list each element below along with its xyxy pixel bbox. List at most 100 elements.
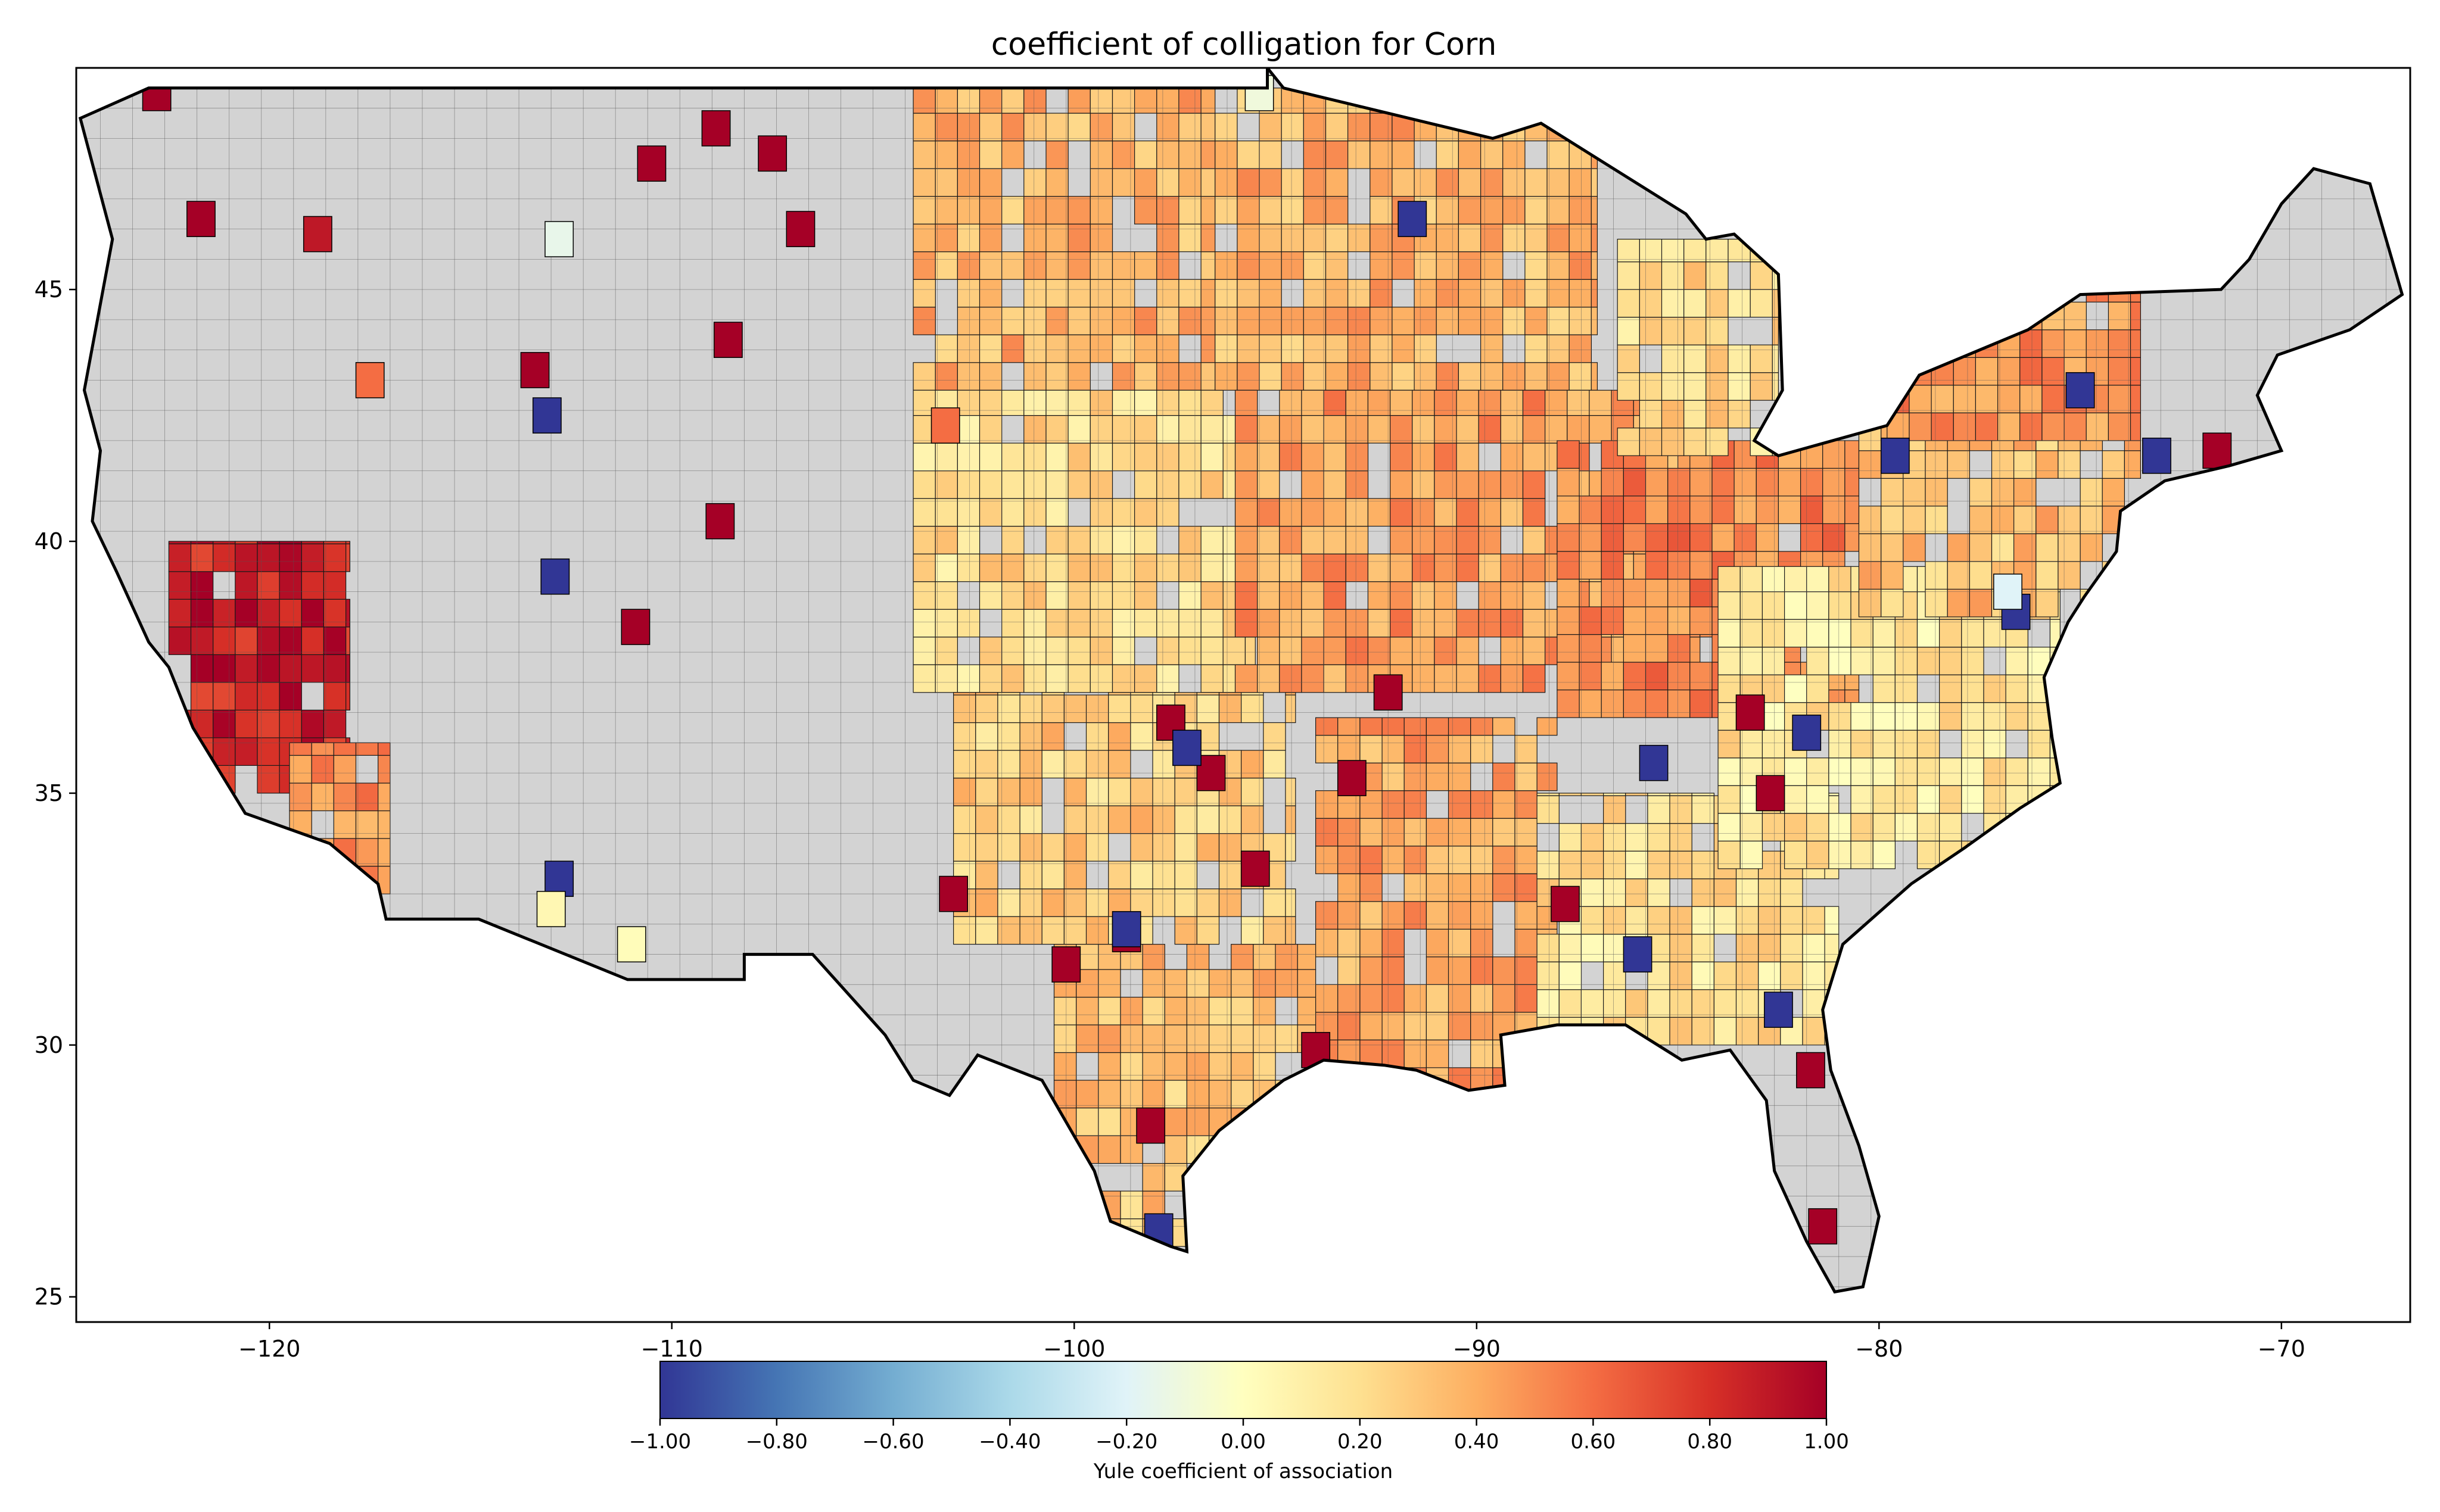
county-cell bbox=[1019, 694, 1042, 724]
highlight-county bbox=[701, 110, 731, 146]
county-cell bbox=[1392, 168, 1415, 197]
county-cell bbox=[1381, 762, 1405, 791]
highlight-county bbox=[1756, 775, 1785, 812]
county-cell bbox=[1315, 735, 1339, 763]
county-cell bbox=[1068, 334, 1091, 363]
county-cell bbox=[1739, 619, 1763, 648]
county-cell bbox=[1903, 478, 1926, 507]
county-cell bbox=[1259, 113, 1282, 142]
county-cell bbox=[1367, 609, 1391, 638]
county-cell bbox=[1802, 989, 1825, 1018]
county-cell bbox=[1806, 591, 1829, 620]
county-cell bbox=[1705, 289, 1729, 318]
county-cell bbox=[168, 541, 192, 544]
county-cell bbox=[1196, 916, 1220, 945]
county-cell bbox=[1359, 735, 1383, 763]
county-cell bbox=[1916, 813, 1940, 841]
county-cell bbox=[333, 755, 357, 784]
county-cell bbox=[1231, 944, 1254, 970]
county-cell bbox=[1196, 888, 1220, 917]
county-cell bbox=[257, 682, 280, 711]
county-cell bbox=[1134, 251, 1157, 280]
county-cell bbox=[1196, 805, 1220, 834]
county-cell bbox=[1023, 498, 1047, 527]
county-cell bbox=[1090, 664, 1113, 693]
county-cell bbox=[913, 470, 936, 499]
county-cell bbox=[1367, 581, 1391, 610]
county-cell bbox=[935, 498, 958, 527]
county-cell bbox=[2013, 533, 2037, 562]
county-cell bbox=[1717, 591, 1741, 620]
county-cell bbox=[1215, 362, 1238, 391]
county-cell bbox=[1931, 385, 1954, 413]
county-cell bbox=[1301, 609, 1324, 638]
county-cell bbox=[1470, 901, 1493, 930]
county-cell bbox=[1098, 1052, 1121, 1081]
county-cell bbox=[1325, 362, 1349, 391]
county-cell bbox=[1023, 251, 1047, 280]
county-cell bbox=[1661, 344, 1685, 373]
county-cell bbox=[1200, 196, 1216, 225]
county-cell bbox=[301, 571, 325, 600]
county-cell bbox=[935, 553, 958, 582]
county-cell bbox=[1872, 702, 1896, 731]
county-cell bbox=[1500, 581, 1524, 610]
county-cell bbox=[1112, 251, 1135, 280]
county-cell bbox=[1323, 470, 1346, 499]
county-cell bbox=[301, 543, 325, 572]
county-cell bbox=[1850, 813, 1873, 841]
county-cell bbox=[1828, 702, 1851, 731]
county-cell bbox=[1925, 506, 1948, 534]
county-cell bbox=[1623, 523, 1647, 552]
highlight-county bbox=[303, 216, 332, 252]
county-cell bbox=[323, 654, 347, 683]
county-cell bbox=[1367, 637, 1391, 665]
county-cell bbox=[2013, 450, 2037, 479]
county-cell bbox=[311, 742, 335, 756]
county-cell bbox=[1844, 495, 1860, 525]
county-cell bbox=[1090, 581, 1113, 610]
county-cell bbox=[1758, 934, 1781, 962]
county-cell bbox=[1325, 307, 1349, 335]
county-cell bbox=[323, 626, 347, 655]
county-cell bbox=[1492, 790, 1515, 819]
county-cell bbox=[1412, 553, 1435, 582]
county-cell bbox=[1090, 637, 1113, 665]
county-cell bbox=[235, 571, 258, 600]
county-cell bbox=[1546, 362, 1570, 391]
county-cell bbox=[1164, 1024, 1188, 1053]
county-cell bbox=[1448, 928, 1471, 958]
county-cell bbox=[1524, 279, 1548, 308]
county-cell bbox=[1112, 88, 1135, 114]
county-cell bbox=[1735, 961, 1759, 990]
colorbar-tick-label: 1.00 bbox=[1804, 1430, 1849, 1454]
region-central-plains bbox=[913, 389, 1256, 693]
highlight-layer bbox=[142, 74, 2232, 1250]
county-cell bbox=[1806, 840, 1829, 869]
county-cell bbox=[1858, 506, 1882, 534]
county-cell bbox=[1178, 88, 1202, 114]
county-cell bbox=[1705, 400, 1729, 429]
county-cell bbox=[1426, 928, 1449, 958]
county-cell bbox=[913, 88, 936, 114]
county-cell bbox=[1617, 317, 1640, 345]
county-cell bbox=[1367, 498, 1391, 527]
county-cell bbox=[1370, 141, 1393, 169]
county-cell bbox=[1367, 553, 1391, 582]
county-cell bbox=[1806, 757, 1829, 786]
county-cell bbox=[1301, 442, 1324, 472]
county-cell bbox=[913, 498, 936, 527]
county-cell bbox=[1218, 694, 1242, 724]
region-michigan bbox=[1617, 239, 1779, 456]
county-cell bbox=[1822, 440, 1845, 469]
county-cell bbox=[1301, 526, 1324, 554]
county-cell bbox=[1414, 251, 1437, 280]
county-cell bbox=[213, 598, 236, 628]
county-cell bbox=[1579, 634, 1602, 663]
county-cell bbox=[1134, 196, 1157, 225]
county-cell bbox=[1244, 637, 1256, 665]
county-cell bbox=[1947, 561, 1970, 590]
county-cell bbox=[1112, 637, 1135, 665]
county-cell bbox=[1134, 664, 1157, 693]
county-cell bbox=[1780, 878, 1803, 907]
